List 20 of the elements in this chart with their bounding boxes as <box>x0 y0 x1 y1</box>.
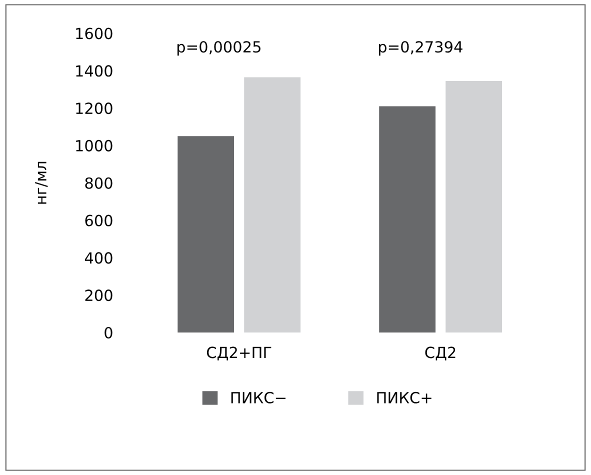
x-tick-label: СД2+ПГ <box>206 346 272 360</box>
bar <box>379 106 436 332</box>
bar <box>178 136 234 332</box>
y-tick-label: 200 <box>85 290 112 302</box>
y-tick-label: 1600 <box>76 28 112 40</box>
legend-label: ПИКС+ <box>377 392 432 404</box>
y-tick-label: 1200 <box>76 102 112 114</box>
y-tick-label: 600 <box>85 214 112 226</box>
bar <box>446 80 502 332</box>
legend-label: ПИКС− <box>231 392 286 404</box>
bar <box>244 77 301 332</box>
y-tick-label: 1400 <box>76 65 112 77</box>
y-tick-label: 400 <box>84 252 112 264</box>
x-tick-label: СД2 <box>425 346 456 360</box>
y-tick-label: 1000 <box>76 140 112 152</box>
annotation: p=0,00025 <box>177 41 260 56</box>
annotation: p=0,27394 <box>378 41 462 56</box>
y-tick-label: 800 <box>85 177 112 189</box>
y-tick-label: 0 <box>104 326 112 339</box>
y-axis-title: нг/мл <box>35 162 48 204</box>
